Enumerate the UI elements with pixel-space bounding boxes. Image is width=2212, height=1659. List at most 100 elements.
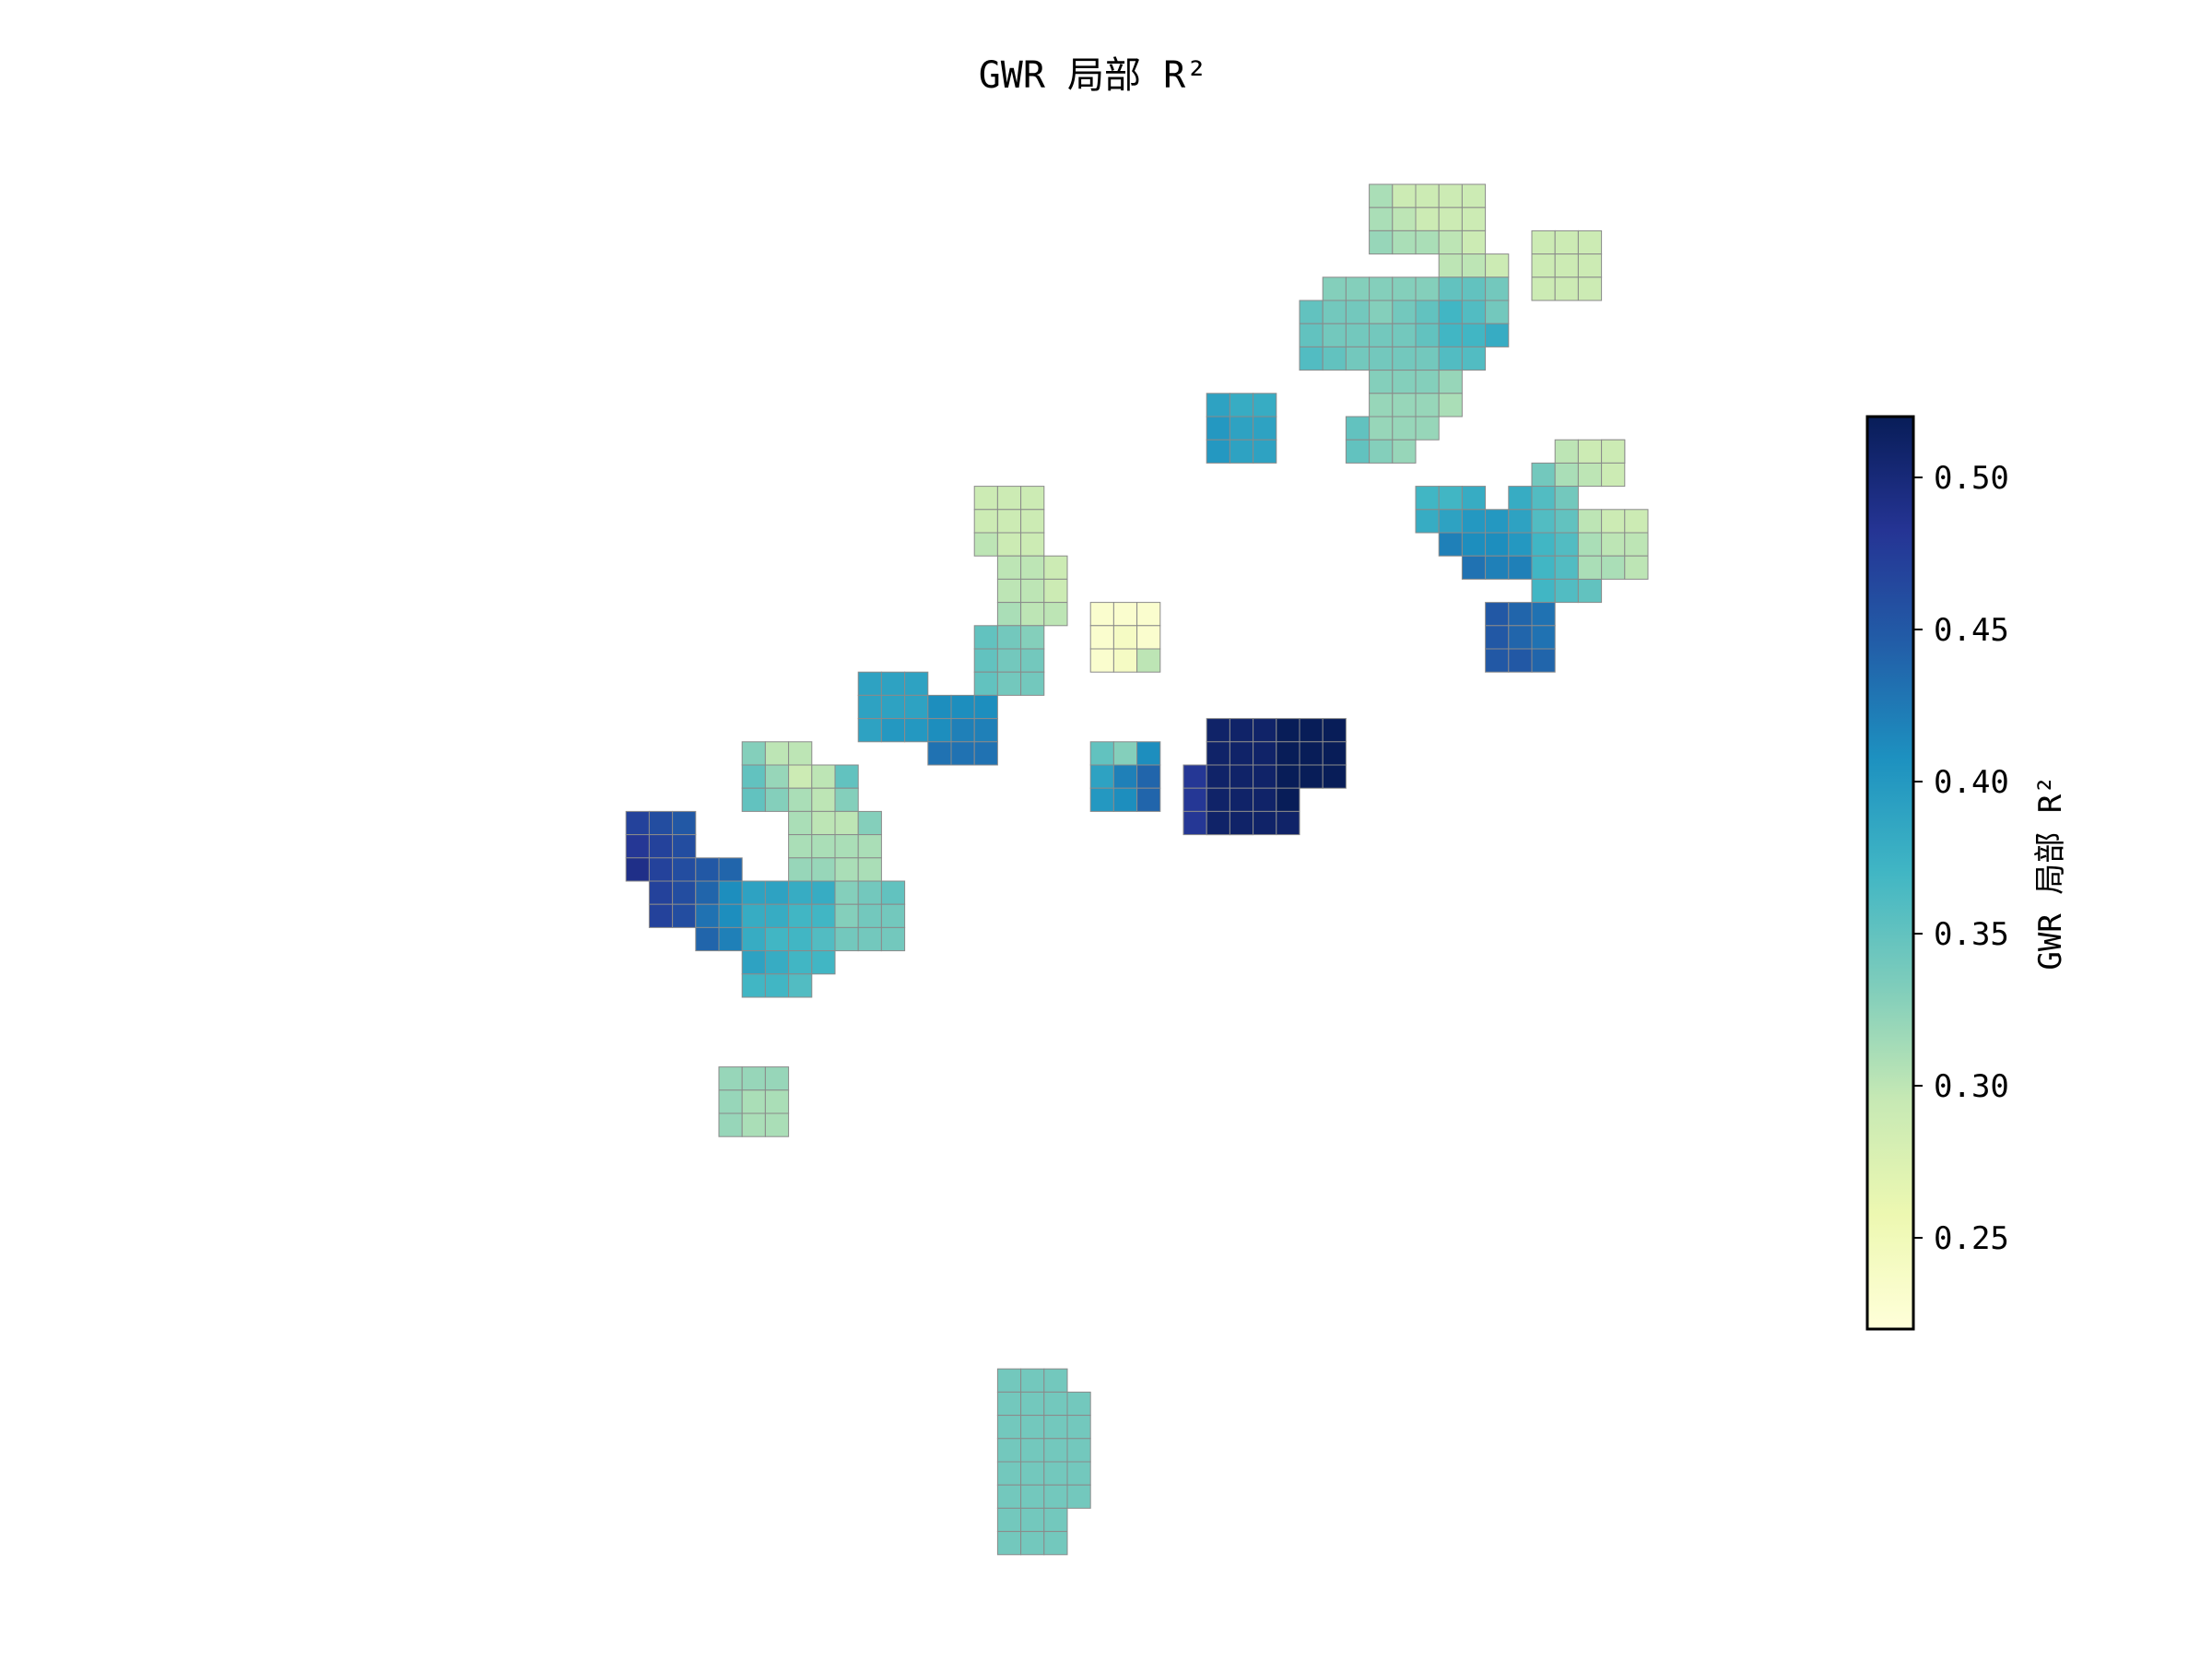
map-cell — [834, 880, 859, 905]
map-cell — [1601, 509, 1626, 534]
map-cell — [788, 834, 813, 859]
map-cell — [1206, 393, 1230, 418]
map-cell — [996, 1484, 1022, 1509]
map-cell — [1322, 300, 1347, 324]
map-cell — [811, 834, 836, 859]
map-cell — [764, 903, 790, 928]
map-cell — [1392, 393, 1417, 418]
colorbar-label: GWR 局部 R² — [2032, 775, 2069, 970]
map-cell — [1438, 346, 1463, 371]
map-cell — [1020, 486, 1045, 511]
map-cell — [1043, 1438, 1068, 1463]
map-cell — [1345, 439, 1371, 464]
map-cell — [1461, 323, 1487, 347]
map-cell — [1461, 486, 1487, 511]
map-cell — [1601, 439, 1626, 464]
map-cell — [1066, 1438, 1091, 1463]
map-cell — [834, 857, 859, 882]
map-cell — [834, 903, 859, 928]
map-cell — [1415, 370, 1440, 394]
map-grid — [625, 183, 1649, 1556]
map-cell — [695, 857, 720, 882]
map-cell — [1043, 1461, 1068, 1486]
map-cell — [1554, 229, 1579, 255]
map-cell — [1577, 555, 1603, 580]
map-cell — [1253, 741, 1277, 766]
map-cell — [1020, 602, 1045, 627]
map-cell — [1415, 229, 1440, 255]
map-cell — [1136, 648, 1161, 673]
map-cell — [996, 1391, 1022, 1417]
map-cell — [1322, 346, 1347, 371]
map-cell — [1043, 1507, 1068, 1533]
map-cell — [1392, 183, 1417, 208]
colorbar: 0.25 0.30 0.35 0.40 0.45 0.50 GWR 局部 R² — [1865, 415, 2069, 1331]
map-cell — [1369, 416, 1394, 441]
map-cell — [996, 509, 1022, 534]
map-cell — [648, 834, 674, 859]
map-cell — [1253, 439, 1277, 464]
map-cell — [741, 903, 766, 928]
map-cell — [1392, 439, 1417, 464]
map-cell — [834, 834, 859, 859]
map-cell — [1461, 346, 1487, 371]
map-cell — [648, 903, 674, 928]
map-cell — [1136, 787, 1161, 812]
map-cell — [1369, 370, 1394, 394]
map-cell — [1253, 787, 1277, 812]
map-cell — [880, 926, 906, 952]
map-cell — [996, 1438, 1022, 1463]
map-cell — [1276, 741, 1300, 766]
map-cell — [1415, 276, 1440, 301]
map-cell — [1531, 625, 1556, 650]
map-cell — [1136, 602, 1161, 627]
map-cell — [1461, 555, 1487, 580]
map-cell — [1020, 555, 1045, 580]
map-cell — [811, 926, 836, 952]
map-cell — [718, 880, 743, 905]
map-cell — [1020, 625, 1045, 650]
map-cell — [1345, 323, 1371, 347]
map-cell — [857, 834, 882, 859]
map-cell — [996, 1461, 1022, 1486]
map-cell — [1508, 625, 1533, 650]
map-cell — [1276, 718, 1300, 743]
map-cell — [1089, 602, 1114, 627]
map-cell — [1299, 300, 1324, 324]
map-cell — [1415, 393, 1440, 418]
map-cell — [1020, 532, 1045, 557]
map-cell — [1253, 764, 1277, 789]
map-cell — [1508, 509, 1533, 534]
map-cell — [648, 880, 674, 905]
map-cell — [1206, 718, 1230, 743]
colorbar-tick-label: 0.45 — [1934, 612, 2009, 649]
map-cell — [1253, 718, 1277, 743]
map-cell — [1043, 602, 1068, 627]
map-cell — [1601, 532, 1626, 557]
map-cell — [764, 764, 790, 789]
map-cell — [764, 1066, 790, 1091]
map-cell — [648, 810, 674, 836]
map-cell — [1322, 764, 1347, 789]
map-cell — [1345, 300, 1371, 324]
map-cell — [1485, 509, 1510, 534]
map-cell — [1345, 276, 1371, 301]
map-cell — [1577, 509, 1603, 534]
map-cell — [834, 764, 859, 789]
map-cell — [1461, 509, 1487, 534]
map-cell — [672, 880, 697, 905]
map-cell — [625, 834, 650, 859]
map-cell — [1020, 1531, 1045, 1556]
map-cell — [1229, 393, 1254, 418]
map-cell — [1554, 439, 1579, 464]
map-cell — [811, 857, 836, 882]
map-cell — [811, 810, 836, 836]
map-cell — [1531, 532, 1556, 557]
map-cell — [1229, 718, 1254, 743]
map-cell — [1089, 741, 1114, 766]
map-cell — [1415, 323, 1440, 347]
map-cell — [857, 903, 882, 928]
map-cell — [788, 741, 813, 766]
map-cell — [1554, 276, 1579, 301]
map-cell — [718, 1066, 743, 1091]
